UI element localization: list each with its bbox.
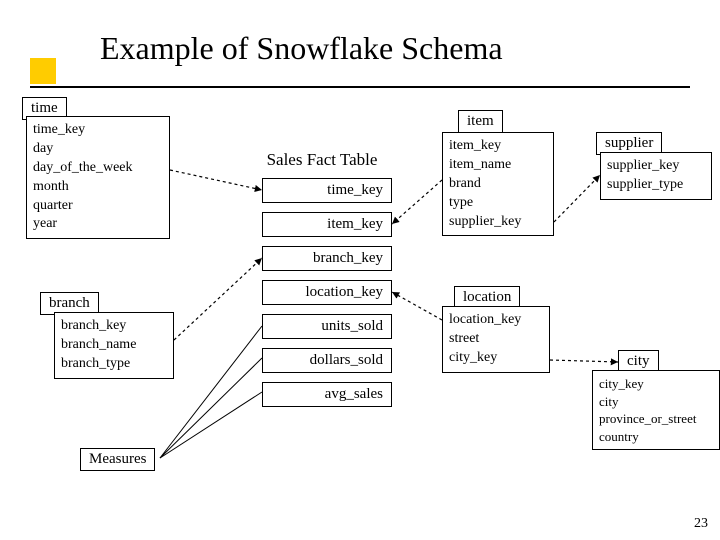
fact-cell: item_key [262, 212, 392, 237]
city-attr: province_or_street [599, 410, 713, 428]
item-attr: brand [449, 175, 547, 194]
item-attr: supplier_key [449, 213, 547, 232]
city-table: city_key city province_or_street country [592, 370, 720, 450]
fact-cell: time_key [262, 178, 392, 203]
slide-title: Example of Snowflake Schema [100, 30, 690, 67]
item-attr: item_name [449, 156, 547, 175]
item-attr: type [449, 194, 547, 213]
title-bar: Example of Snowflake Schema [30, 30, 690, 67]
accent-square [30, 58, 56, 84]
fact-cell: location_key [262, 280, 392, 305]
branch-attr: branch_type [61, 355, 167, 374]
fact-cell: avg_sales [262, 382, 392, 407]
time-attr: quarter [33, 197, 163, 216]
item-table-title: item [458, 110, 503, 133]
location-attr: street [449, 330, 543, 349]
location-table: location_key street city_key [442, 306, 550, 373]
time-attr: day_of_the_week [33, 159, 163, 178]
item-attr: item_key [449, 137, 547, 156]
fact-cell: branch_key [262, 246, 392, 271]
supplier-attr: supplier_key [607, 157, 705, 176]
time-attr: month [33, 178, 163, 197]
fact-cell: units_sold [262, 314, 392, 339]
city-attr: city [599, 393, 713, 411]
title-rule [30, 86, 690, 88]
location-attr: location_key [449, 311, 543, 330]
fact-table-header: Sales Fact Table [248, 150, 396, 170]
supplier-table: supplier_key supplier_type [600, 152, 712, 200]
branch-attr: branch_key [61, 317, 167, 336]
time-attr: day [33, 140, 163, 159]
city-attr: city_key [599, 375, 713, 393]
time-attr: year [33, 215, 163, 234]
measures-label: Measures [80, 448, 155, 471]
location-attr: city_key [449, 349, 543, 368]
item-table: item_key item_name brand type supplier_k… [442, 132, 554, 236]
supplier-attr: supplier_type [607, 176, 705, 195]
time-table: time_key day day_of_the_week month quart… [26, 116, 170, 239]
fact-cell: dollars_sold [262, 348, 392, 373]
branch-attr: branch_name [61, 336, 167, 355]
slide-number: 23 [694, 516, 708, 532]
time-attr: time_key [33, 121, 163, 140]
city-attr: country [599, 428, 713, 446]
branch-table: branch_key branch_name branch_type [54, 312, 174, 379]
